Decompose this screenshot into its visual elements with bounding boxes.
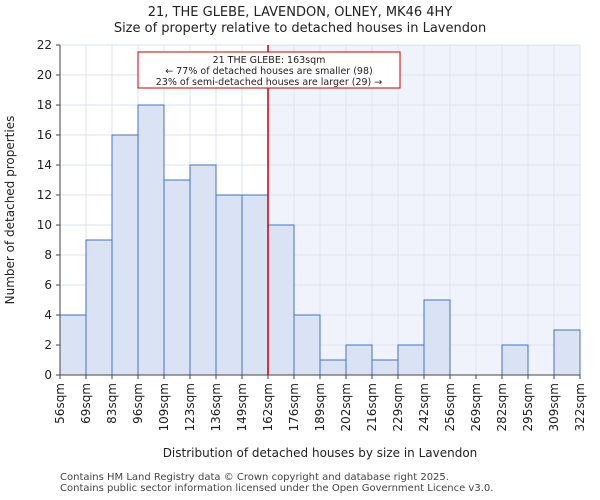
histogram-chart: 0 2 4 6 8 10 12 14 16 18 20 22 56sqm 69sqm 83sqm 96sqm 1… — [3, 38, 587, 460]
y-tick-label: 2 — [44, 338, 52, 352]
histogram-bar — [85, 239, 113, 376]
histogram-bar — [501, 344, 529, 376]
annotation-line: 21 THE GLEBE: 163sqm — [213, 55, 326, 66]
x-tick-label: 216sqm — [365, 383, 379, 431]
x-tick-label: 256sqm — [443, 383, 457, 431]
y-tick-label: 12 — [37, 188, 52, 202]
x-tick-label: 176sqm — [287, 383, 301, 431]
x-axis-label: Distribution of detached houses by size … — [163, 446, 478, 460]
x-tick-label: 83sqm — [105, 383, 119, 424]
x-tick-label: 149sqm — [235, 383, 249, 431]
x-tick-label: 162sqm — [261, 383, 275, 431]
y-tick-label: 4 — [44, 308, 52, 322]
x-tick-label: 242sqm — [417, 383, 431, 431]
histogram-bar — [319, 359, 347, 376]
y-tick-label: 8 — [44, 248, 52, 262]
y-tick-label: 6 — [44, 278, 52, 292]
x-tick-label: 282sqm — [495, 383, 509, 431]
x-tick-label: 109sqm — [157, 383, 171, 431]
chart-subtitle: Size of property relative to detached ho… — [113, 21, 487, 36]
annotation-box — [137, 51, 401, 89]
histogram-bar — [397, 344, 425, 376]
histogram-bar — [163, 179, 191, 376]
x-tick-label: 69sqm — [79, 383, 93, 424]
x-tick-label: 269sqm — [469, 383, 483, 431]
x-tick-label: 295sqm — [521, 383, 535, 431]
annotation-line: 23% of semi-detached houses are larger (… — [156, 77, 383, 88]
y-tick-label: 16 — [37, 128, 52, 142]
x-tick-label: 136sqm — [209, 383, 223, 431]
histogram-bar — [345, 344, 373, 376]
footer-line-1: Contains HM Land Registry data © Crown c… — [60, 472, 449, 483]
histogram-bar — [371, 359, 399, 376]
footer-line-2: Contains public sector information licen… — [60, 483, 494, 494]
y-tick-label: 20 — [37, 68, 52, 82]
histogram-bar — [423, 299, 451, 376]
histogram-bar — [553, 329, 581, 376]
histogram-bar — [267, 224, 295, 376]
x-tick-label: 322sqm — [573, 383, 587, 431]
x-tick-label: 309sqm — [547, 383, 561, 431]
y-axis-label: Number of detached properties — [3, 116, 17, 305]
y-tick-label: 10 — [37, 218, 52, 232]
y-tick-label: 0 — [44, 368, 52, 382]
chart-title: 21, THE GLEBE, LAVENDON, OLNEY, MK46 4HY — [147, 5, 453, 20]
histogram-bar — [215, 194, 243, 376]
histogram-bar — [241, 194, 269, 376]
y-tick-label: 22 — [37, 38, 52, 52]
x-tick-label: 229sqm — [391, 383, 405, 431]
x-tick-label: 202sqm — [339, 383, 353, 431]
x-tick-label: 189sqm — [313, 383, 327, 431]
histogram-bar — [293, 314, 321, 376]
x-tick-label: 96sqm — [131, 383, 145, 424]
histogram-bar — [59, 314, 87, 376]
histogram-bar — [189, 164, 217, 376]
y-tick-label: 14 — [37, 158, 52, 172]
x-tick-label: 123sqm — [183, 383, 197, 431]
annotation-line: ← 77% of detached houses are smaller (98… — [165, 66, 372, 77]
histogram-bar — [137, 104, 165, 376]
x-tick-label: 56sqm — [53, 383, 67, 424]
y-tick-label: 18 — [37, 98, 52, 112]
histogram-bar — [111, 134, 139, 376]
